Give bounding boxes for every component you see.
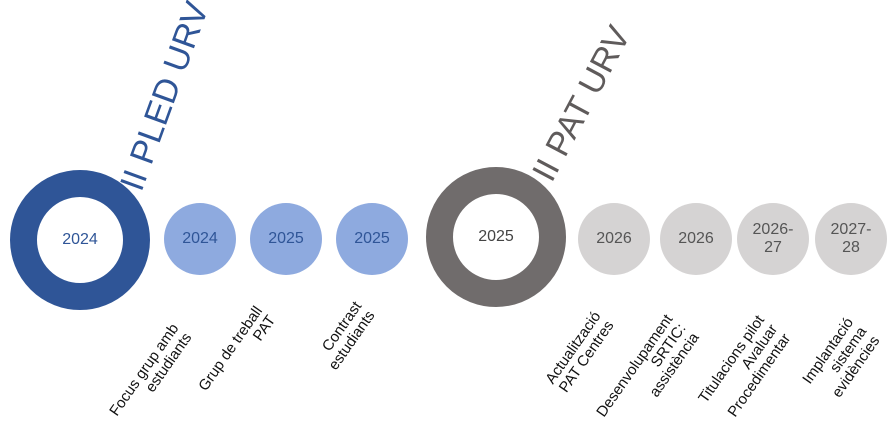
pat-main-ring: 2025 bbox=[426, 167, 566, 307]
pled-milestone-1: 2024 bbox=[164, 203, 236, 275]
milestone-year: 2027- 28 bbox=[831, 221, 872, 257]
pat-milestone-2: 2026 bbox=[660, 203, 732, 275]
pled-main-ring: 2024 bbox=[10, 170, 150, 310]
pat-milestone-3-label: Titulacions pilot Avaluar Procedimentar bbox=[695, 312, 794, 425]
pled-milestone-1-label: Focus grup amb estudiants bbox=[106, 321, 195, 428]
pled-title: II PLED URV bbox=[113, 0, 217, 196]
milestone-year-line: 27 bbox=[764, 239, 782, 256]
milestone-year: 2026 bbox=[678, 230, 714, 247]
milestone-year: 2024 bbox=[182, 230, 218, 247]
milestone-year-line: 2026- bbox=[752, 221, 794, 238]
pled-main-year: 2024 bbox=[62, 231, 98, 248]
pled-milestone-3-label: Contrast estudiants bbox=[313, 298, 379, 373]
pat-main-year: 2025 bbox=[478, 228, 514, 245]
pled-milestone-2: 2025 bbox=[250, 203, 322, 275]
milestone-year: 2026- 27 bbox=[753, 221, 794, 257]
pat-title: II PAT URV bbox=[525, 19, 639, 188]
pat-milestone-4: 2027- 28 bbox=[815, 203, 887, 275]
pat-milestone-4-label: Implantació sistema evidències bbox=[799, 315, 883, 405]
milestone-year-line: 28 bbox=[842, 239, 860, 256]
pat-milestone-3: 2026- 27 bbox=[737, 203, 809, 275]
milestone-year-line: 2027- bbox=[830, 221, 872, 238]
milestone-year: 2025 bbox=[354, 230, 390, 247]
milestone-year: 2026 bbox=[596, 230, 632, 247]
pat-milestone-1: 2026 bbox=[578, 203, 650, 275]
pled-milestone-2-label: Grup de treball PAT bbox=[195, 303, 279, 404]
pled-milestone-3: 2025 bbox=[336, 203, 408, 275]
milestone-year: 2025 bbox=[268, 230, 304, 247]
pat-milestone-1-label: Actualització PAT Centres bbox=[542, 308, 617, 396]
